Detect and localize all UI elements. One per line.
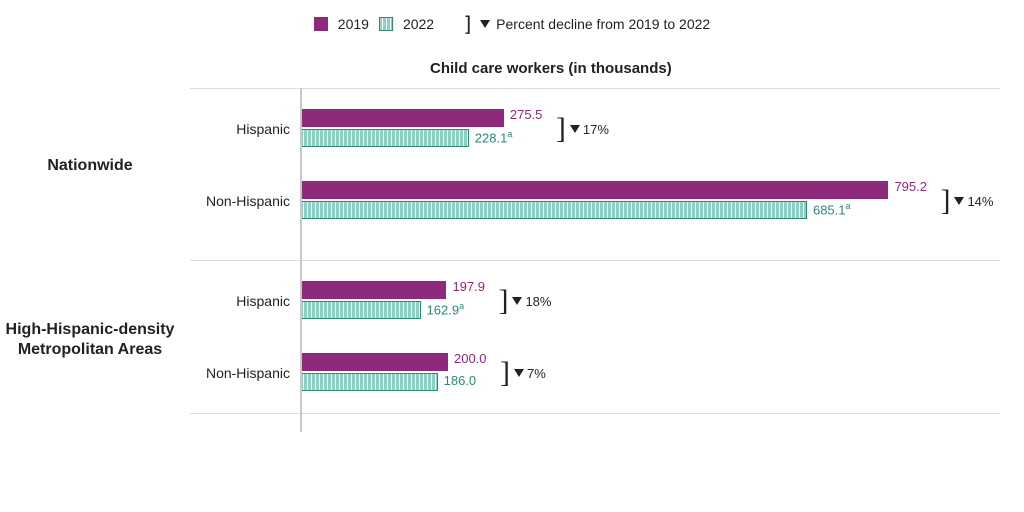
section-group: Hispanic275.5228.1a]17%Non-Hispanic795.2… [190, 88, 1000, 241]
decline-pct: 14% [967, 194, 993, 209]
bracket-icon: ] [940, 181, 950, 221]
section-label: Nationwide [0, 156, 180, 176]
value-2019: 275.5 [510, 107, 543, 122]
category-label: Non-Hispanic [180, 365, 290, 381]
decline-annotation: ] 14% [940, 179, 993, 223]
decline-annotation: ] 18% [498, 279, 551, 323]
decline-annotation: ] 17% [556, 107, 609, 151]
bar-2022 [300, 301, 421, 319]
value-2022: 186.0 [444, 373, 477, 388]
section-group: Hispanic197.9162.9a]18%Non-Hispanic200.0… [190, 260, 1000, 414]
legend-swatch-2019 [314, 17, 328, 31]
decline-annotation: ] 7% [500, 351, 546, 395]
legend: 2019 2022 ] Percent decline from 2019 to… [0, 14, 1024, 34]
legend-label-2022: 2022 [403, 16, 434, 32]
legend-swatch-2022 [379, 17, 393, 31]
decline-pct: 17% [583, 122, 609, 137]
value-2022: 685.1a [813, 201, 851, 217]
bracket-icon: ] [498, 281, 508, 321]
chart-title: Child care workers (in thousands) [430, 60, 672, 77]
value-2019: 197.9 [452, 279, 485, 294]
down-triangle-icon [512, 297, 522, 305]
value-2022: 228.1a [475, 129, 513, 145]
value-2019: 795.2 [894, 179, 927, 194]
bar-2019 [300, 181, 888, 199]
chart-root: 2019 2022 ] Percent decline from 2019 to… [0, 0, 1024, 512]
down-triangle-icon [514, 369, 524, 377]
legend-decline: ] Percent decline from 2019 to 2022 [462, 14, 710, 34]
bar-2019 [300, 281, 446, 299]
bar-row: Non-Hispanic795.2685.1a]14% [190, 179, 1000, 223]
category-label: Non-Hispanic [180, 193, 290, 209]
legend-bracket-icon: ] [462, 14, 474, 34]
legend-decline-label: Percent decline from 2019 to 2022 [496, 16, 710, 32]
bar-row: Hispanic197.9162.9a]18% [190, 279, 1000, 323]
bar-2019 [300, 109, 504, 127]
value-2019: 200.0 [454, 351, 487, 366]
y-axis-line [300, 88, 302, 432]
bar-row: Non-Hispanic200.0186.0]7% [190, 351, 1000, 395]
decline-pct: 7% [527, 366, 546, 381]
bar-2019 [300, 353, 448, 371]
category-label: Hispanic [180, 293, 290, 309]
legend-label-2019: 2019 [338, 16, 369, 32]
category-label: Hispanic [180, 121, 290, 137]
bar-row: Hispanic275.5228.1a]17% [190, 107, 1000, 151]
bracket-icon: ] [556, 109, 566, 149]
value-2022: 162.9a [427, 301, 465, 317]
section-label: High-Hispanic-density Metropolitan Areas [0, 320, 180, 360]
down-triangle-icon [954, 197, 964, 205]
bar-2022 [300, 373, 438, 391]
legend-down-triangle-icon [480, 20, 490, 28]
decline-pct: 18% [525, 294, 551, 309]
bracket-icon: ] [500, 353, 510, 393]
down-triangle-icon [570, 125, 580, 133]
bar-2022 [300, 201, 807, 219]
bar-2022 [300, 129, 469, 147]
